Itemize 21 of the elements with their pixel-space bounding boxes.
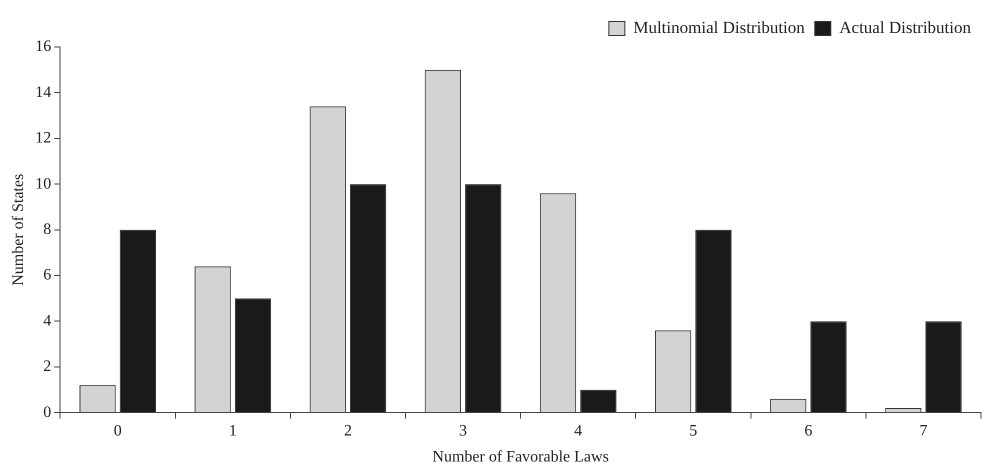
y-tick-label: 6 [43,266,52,284]
x-tick-label: 5 [689,422,698,440]
y-tick-label: 0 [43,404,52,421]
x-tick-label: 3 [459,422,468,440]
x-tick-label: 4 [574,422,582,440]
x-tick-label: 0 [114,422,122,440]
x-tick-label: 1 [228,422,237,440]
x-tick-label: 2 [344,422,352,440]
y-tick-label: 8 [43,221,52,238]
x-tick-label: 7 [919,422,928,440]
y-tick-label: 2 [43,358,52,376]
legend-label: Multinomial Distribution [633,18,806,37]
y-axis-title: Number of States [10,174,27,286]
x-axis-title: Number of Favorable Laws [432,448,609,466]
x-tick-label: 6 [804,422,812,440]
legend-label: Actual Distribution [839,18,972,37]
y-tick-label: 10 [35,175,52,192]
y-tick-label: 16 [35,38,52,56]
y-tick-label: 14 [35,84,52,101]
y-tick-label: 4 [43,312,52,330]
y-tick-label: 12 [35,130,52,147]
